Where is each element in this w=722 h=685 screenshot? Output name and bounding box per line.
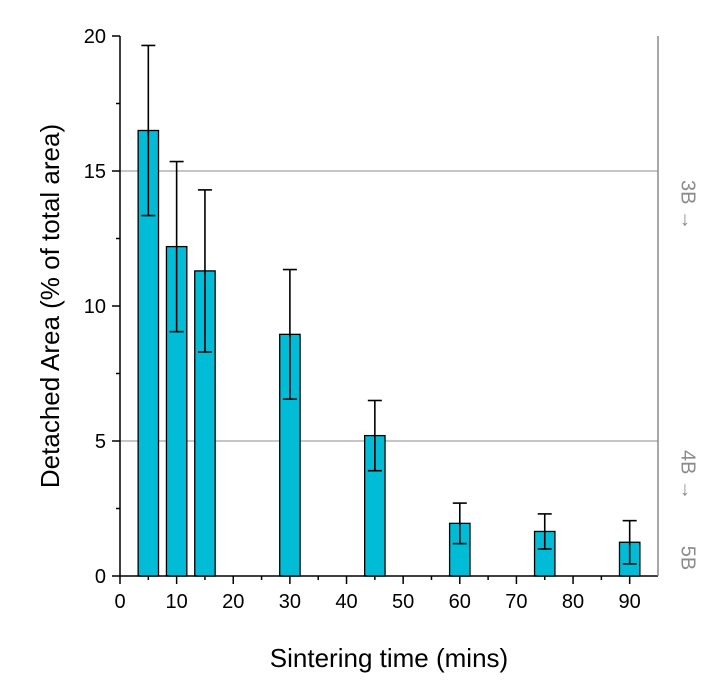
y-tick-label-0: 0 xyxy=(95,566,106,588)
reference-label-1: 4B → xyxy=(677,450,699,500)
x-tick-label-90: 90 xyxy=(619,591,641,613)
x-tick-label-20: 20 xyxy=(222,591,244,613)
x-tick-label-50: 50 xyxy=(392,591,414,613)
error-bars xyxy=(141,44,637,565)
y-tick-label-5: 5 xyxy=(95,431,106,453)
y-tick-label-10: 10 xyxy=(84,296,106,318)
reference-label-2: 5B xyxy=(677,546,699,570)
y-tick-label-20: 20 xyxy=(84,26,106,48)
y-axis-title: Detached Area (% of total area) xyxy=(35,124,65,488)
reference-label-0: 3B → xyxy=(677,180,699,230)
ticks: 0 10 20 30 40 50 60 70 80 90 0 5 10 15 20 xyxy=(84,26,641,613)
x-tick-label-10: 10 xyxy=(166,591,188,613)
bars xyxy=(137,129,641,577)
x-tick-label-40: 40 xyxy=(335,591,357,613)
x-tick-label-30: 30 xyxy=(279,591,301,613)
x-tick-label-0: 0 xyxy=(114,591,125,613)
x-axis-title: Sintering time (mins) xyxy=(270,643,508,673)
y-tick-label-15: 15 xyxy=(84,161,106,183)
x-tick-label-60: 60 xyxy=(449,591,471,613)
x-tick-label-80: 80 xyxy=(562,591,584,613)
reference-labels: 3B → 4B → 5B xyxy=(677,180,699,570)
x-tick-label-70: 70 xyxy=(505,591,527,613)
